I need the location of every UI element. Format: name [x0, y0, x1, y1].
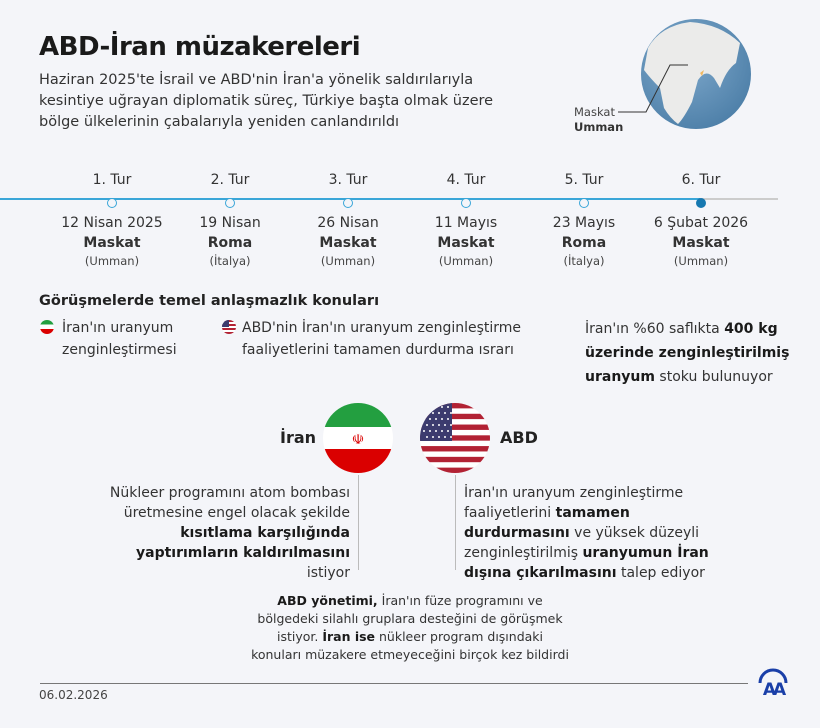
- fact-text-end: stoku bulunuyor: [654, 369, 773, 385]
- usa-flag-icon: [222, 320, 236, 334]
- timeline-round: 6. Tur 6 Şubat 2026 Maskat (Umman): [641, 172, 761, 269]
- timeline-round: 1. Tur 12 Nisan 2025 Maskat (Umman): [52, 172, 172, 269]
- round-date: 26 Nisan: [317, 215, 379, 231]
- timeline-round: 5. Tur 23 Mayıs Roma (İtalya): [524, 172, 644, 269]
- bottom-text1: İran'ın füze programını ve bölgedeki sil…: [257, 593, 563, 644]
- round-date: 12 Nisan 2025: [61, 215, 163, 231]
- timeline-dot: [579, 198, 589, 208]
- footer-date: 06.02.2026: [39, 688, 108, 702]
- issues-heading: Görüşmelerde temel anlaşmazlık konuları: [39, 293, 380, 309]
- round-city: Maskat: [83, 235, 141, 251]
- usa-label: ABD: [500, 428, 538, 447]
- iran-stance-bold: kısıtlama karşılığında yaptırımların kal…: [136, 525, 350, 561]
- round-country: (Umman): [320, 254, 376, 268]
- fact-bold: 400 kg üzerinde zenginleştirilmiş uranyu…: [585, 321, 790, 385]
- issue-iran: İran'ın uranyum zenginleştirmesi: [40, 317, 190, 358]
- round-label: 2. Tur: [210, 172, 250, 188]
- footer-divider: [40, 683, 748, 684]
- round-label: 3. Tur: [328, 172, 368, 188]
- timeline-dot: [696, 198, 706, 208]
- round-date: 19 Nisan: [199, 215, 261, 231]
- round-label: 4. Tur: [446, 172, 486, 188]
- round-country: (Umman): [673, 254, 729, 268]
- iran-flag-icon: ☫: [323, 403, 393, 473]
- subtitle: Haziran 2025'te İsrail ve ABD'nin İran'a…: [39, 72, 494, 130]
- timeline-dot: [107, 198, 117, 208]
- issue-iran-text: İran'ın uranyum zenginleştirmesi: [62, 320, 177, 358]
- map-country-label: Umman: [574, 120, 624, 134]
- timeline-dot: [461, 198, 471, 208]
- round-city: Maskat: [672, 235, 730, 251]
- usa-divider: [455, 475, 456, 570]
- timeline-round: 2. Tur 19 Nisan Roma (İtalya): [170, 172, 290, 269]
- bottom-text2: nükleer program dışındaki konuları müzak…: [251, 629, 569, 662]
- bottom-note: ABD yönetimi, İran'ın füze programını ve…: [250, 592, 570, 664]
- round-country: (İtalya): [563, 254, 605, 268]
- page-title: ABD-İran müzakereleri: [39, 32, 361, 62]
- issue-usa: ABD'nin İran'ın uranyum zenginleştirme f…: [222, 317, 542, 358]
- timeline-line-future: [700, 198, 778, 200]
- uranium-fact: İran'ın %60 saflıkta 400 kg üzerinde zen…: [585, 317, 795, 389]
- fact-text: İran'ın %60 saflıkta: [585, 321, 725, 337]
- timeline-round: 3. Tur 26 Nisan Maskat (Umman): [288, 172, 408, 269]
- map-city-label: Maskat: [574, 105, 615, 119]
- timeline-dot: [343, 198, 353, 208]
- round-date: 23 Mayıs: [552, 215, 616, 231]
- round-label: 5. Tur: [564, 172, 604, 188]
- issue-usa-text: ABD'nin İran'ın uranyum zenginleştirme f…: [242, 320, 522, 358]
- round-country: (Umman): [438, 254, 494, 268]
- iran-stance: Nükleer programını atom bombası üretmesi…: [90, 483, 350, 583]
- round-date: 6 Şubat 2026: [653, 215, 749, 231]
- usa-stance-bold2: uranyumun İran dışına çıkarılmasını: [464, 545, 709, 581]
- round-country: (İtalya): [209, 254, 251, 268]
- usa-stance-bold: tamamen durdurmasını: [464, 505, 630, 541]
- round-label: 1. Tur: [92, 172, 132, 188]
- round-city: Roma: [561, 235, 607, 251]
- map-pointer-line: [618, 64, 688, 113]
- timeline-dot: [225, 198, 235, 208]
- globe-map: [641, 19, 751, 129]
- round-country: (Umman): [84, 254, 140, 268]
- iran-stance-text: Nükleer programını atom bombası üretmesi…: [109, 485, 350, 521]
- round-date: 11 Mayıs: [434, 215, 498, 231]
- iran-divider: [358, 475, 359, 570]
- iran-flag-icon: [40, 320, 54, 334]
- timeline-round: 4. Tur 11 Mayıs Maskat (Umman): [406, 172, 526, 269]
- usa-stance: İran'ın uranyum zenginleştirme faaliyetl…: [464, 483, 739, 583]
- bottom-bold2: İran ise: [322, 629, 376, 644]
- iran-label: İran: [280, 428, 317, 447]
- bottom-bold1: ABD yönetimi,: [277, 593, 378, 608]
- svg-text:AA: AA: [763, 680, 787, 697]
- round-label: 6. Tur: [681, 172, 721, 188]
- round-city: Roma: [207, 235, 253, 251]
- iran-stance-end: istiyor: [306, 565, 350, 581]
- round-city: Maskat: [437, 235, 495, 251]
- usa-flag-icon: [420, 403, 490, 473]
- round-city: Maskat: [319, 235, 377, 251]
- aa-logo-icon: AA: [758, 668, 789, 697]
- svg-text:☫: ☫: [352, 432, 365, 448]
- usa-stance-text2: ve yüksek düzeyli zenginleştirilmiş: [464, 525, 700, 561]
- usa-stance-end: talep ediyor: [616, 565, 705, 581]
- usa-stance-text: İran'ın uranyum zenginleştirme faaliyetl…: [464, 485, 684, 521]
